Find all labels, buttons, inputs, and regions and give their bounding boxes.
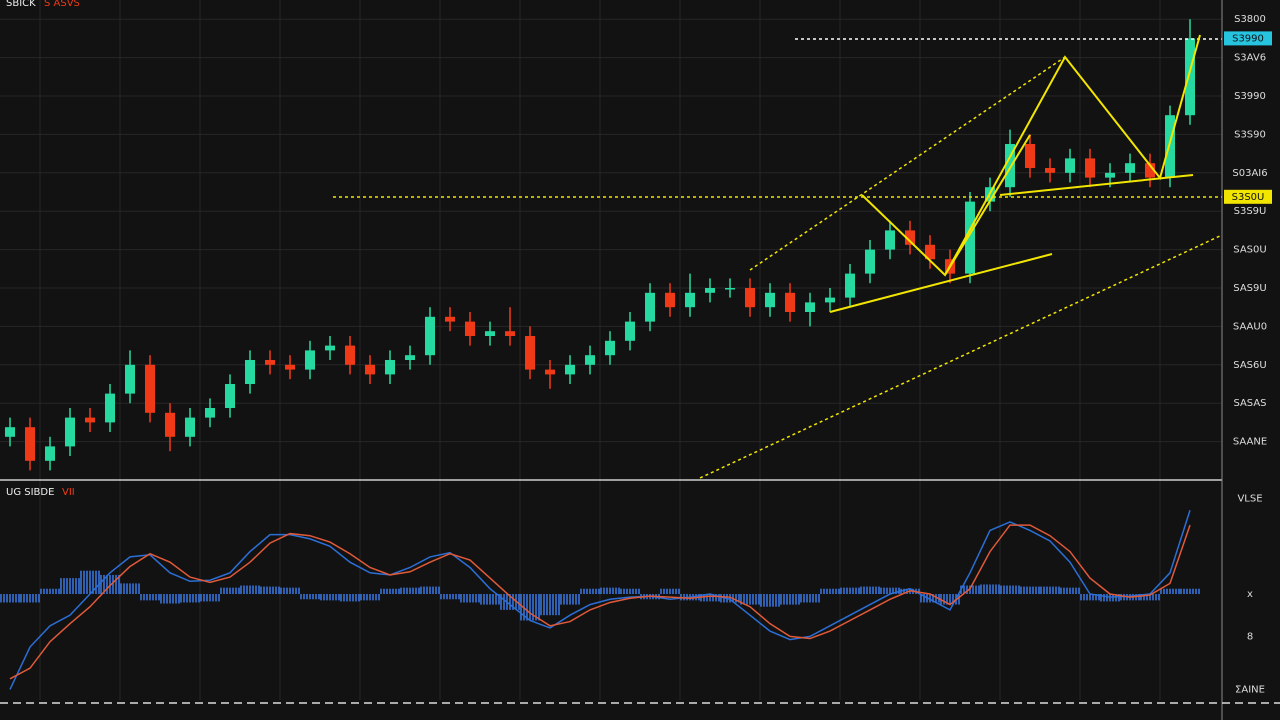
drawings <box>333 34 1223 479</box>
y-tick-label: SAANE <box>1233 437 1267 448</box>
candle-body <box>705 288 715 293</box>
candle-body <box>65 417 75 447</box>
y-tick-label: S3800 <box>1234 14 1266 25</box>
y-tick-label: S3AV6 <box>1234 53 1266 64</box>
candle-body <box>1025 144 1035 168</box>
y-tick-label: S3S9U <box>1234 206 1267 217</box>
pattern-leg <box>944 134 1031 276</box>
candle-body <box>165 412 175 437</box>
candle-body <box>365 364 375 375</box>
candle-body <box>425 316 435 356</box>
candle-body <box>1165 115 1175 178</box>
candle-body <box>765 292 775 308</box>
indicator-name: UG SIBDE <box>6 487 54 498</box>
change: S ASVS <box>44 0 80 9</box>
y-tick-label: SAS9U <box>1233 283 1266 294</box>
candle-body <box>685 292 695 308</box>
y-tick-label: S03AI6 <box>1232 168 1267 179</box>
symbol: SBICK <box>6 0 36 9</box>
candle-body <box>385 360 395 375</box>
candle-body <box>885 230 895 250</box>
candle-body <box>1105 172 1115 178</box>
candle-body <box>525 336 535 370</box>
y-tick-label: VLSE <box>1237 494 1262 505</box>
indicator-line <box>9 510 1191 690</box>
candle-body <box>85 417 95 423</box>
y-tick-label: 8 <box>1247 631 1253 642</box>
candle-body <box>505 331 515 336</box>
trend-line <box>829 253 1053 313</box>
candle-body <box>925 244 935 260</box>
candle-body <box>45 446 55 461</box>
candle-body <box>965 201 975 274</box>
indicator-line <box>9 524 1191 680</box>
candle-body <box>905 230 915 245</box>
candle-body <box>1185 38 1195 116</box>
y-tick-label: S3S90 <box>1234 129 1266 140</box>
flag-line <box>999 174 1194 196</box>
candle-body <box>185 417 195 437</box>
y-tick-label: SAAU0 <box>1233 321 1267 332</box>
candle-body <box>245 360 255 384</box>
pattern-line <box>861 34 1201 277</box>
candle-body <box>25 427 35 461</box>
y-tick-label: SAS6U <box>1233 360 1266 371</box>
y-tick-label: x <box>1247 589 1253 600</box>
price-marker <box>1224 189 1272 204</box>
candle-body <box>405 355 415 360</box>
candle-body <box>1065 158 1075 173</box>
candle-body <box>785 292 795 312</box>
candle-body <box>445 316 455 322</box>
candle-body <box>225 384 235 408</box>
y-tick-label: ΣAINE <box>1235 684 1265 695</box>
candle-body <box>325 345 335 351</box>
candle-body <box>285 364 295 370</box>
candle-body <box>665 292 675 308</box>
candle-body <box>605 340 615 356</box>
price-marker-label: S3990 <box>1232 33 1264 44</box>
candle-body <box>1145 163 1155 178</box>
candle-body <box>545 369 555 375</box>
candle-body <box>205 408 215 418</box>
candle-body <box>1005 144 1015 188</box>
y-tick-label: SAS0U <box>1233 245 1266 256</box>
candle-body <box>565 364 575 375</box>
candle-body <box>625 321 635 341</box>
candle-body <box>345 345 355 365</box>
candle-body <box>725 288 735 290</box>
candle-body <box>1045 168 1055 173</box>
candle-body <box>805 302 815 312</box>
candle-body <box>465 321 475 336</box>
candle-body <box>745 288 755 308</box>
candle-body <box>5 427 15 437</box>
candle-body <box>305 350 315 370</box>
candle-body <box>585 355 595 365</box>
price-marker-label: S3S0U <box>1232 192 1265 203</box>
candle-body <box>105 393 115 423</box>
candle-body <box>1125 163 1135 173</box>
vertical-grid <box>0 0 1222 700</box>
candle-body <box>125 364 135 394</box>
y-tick-label: SASAS <box>1233 398 1266 409</box>
candle-body <box>645 292 655 322</box>
candle-body <box>825 297 835 303</box>
price-marker <box>1224 31 1272 46</box>
candle-body <box>845 273 855 298</box>
candle-body <box>865 249 875 274</box>
candle-body <box>1085 158 1095 178</box>
y-tick-label: S3990 <box>1234 91 1266 102</box>
candle-body <box>485 331 495 336</box>
candle-body <box>265 360 275 365</box>
candle-body <box>145 364 155 413</box>
indicator-params: VII <box>62 487 75 498</box>
